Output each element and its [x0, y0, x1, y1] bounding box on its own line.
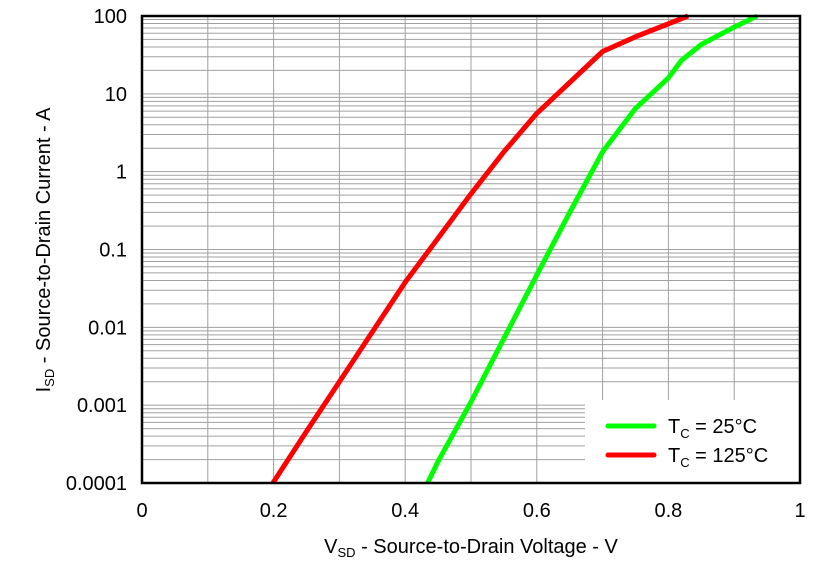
- y-tick-label: 0.0001: [66, 473, 127, 495]
- x-tick-label: 0.2: [260, 500, 288, 522]
- series-line-125c: [270, 13, 690, 485]
- x-tick-labels: 0 0.2 0.4 0.6 0.8 1: [136, 500, 805, 522]
- y-tick-label: 0.1: [99, 240, 127, 262]
- series-line-25c: [425, 13, 759, 485]
- y-tick-label: 1: [116, 162, 127, 184]
- y-tick-label: 0.001: [77, 395, 127, 417]
- y-tick-label: 10: [105, 84, 127, 106]
- plot-frame: [140, 14, 802, 485]
- y-axis-label: ISD - Source-to-Drain Current - A: [33, 107, 57, 392]
- x-tick-label: 0: [136, 500, 147, 522]
- x-tick-label: 0.8: [654, 500, 682, 522]
- grid: [142, 16, 800, 484]
- x-tick-label: 0.4: [391, 500, 419, 522]
- legend: TC = 25°C TC = 125°C: [605, 416, 768, 470]
- x-tick-label: 0.6: [523, 500, 551, 522]
- legend-background: [585, 400, 800, 483]
- y-tick-labels: 100 10 1 0.1 0.01 0.001 0.0001: [66, 6, 127, 495]
- x-axis-label: VSD - Source-to-Drain Voltage - V: [324, 536, 618, 559]
- legend-label-125c: TC = 125°C: [668, 445, 768, 470]
- legend-label-25c: TC = 25°C: [668, 416, 757, 441]
- x-tick-label: 1: [794, 500, 805, 522]
- y-tick-label: 0.01: [88, 317, 127, 339]
- y-tick-label: 100: [94, 6, 127, 28]
- series-group: [270, 13, 759, 485]
